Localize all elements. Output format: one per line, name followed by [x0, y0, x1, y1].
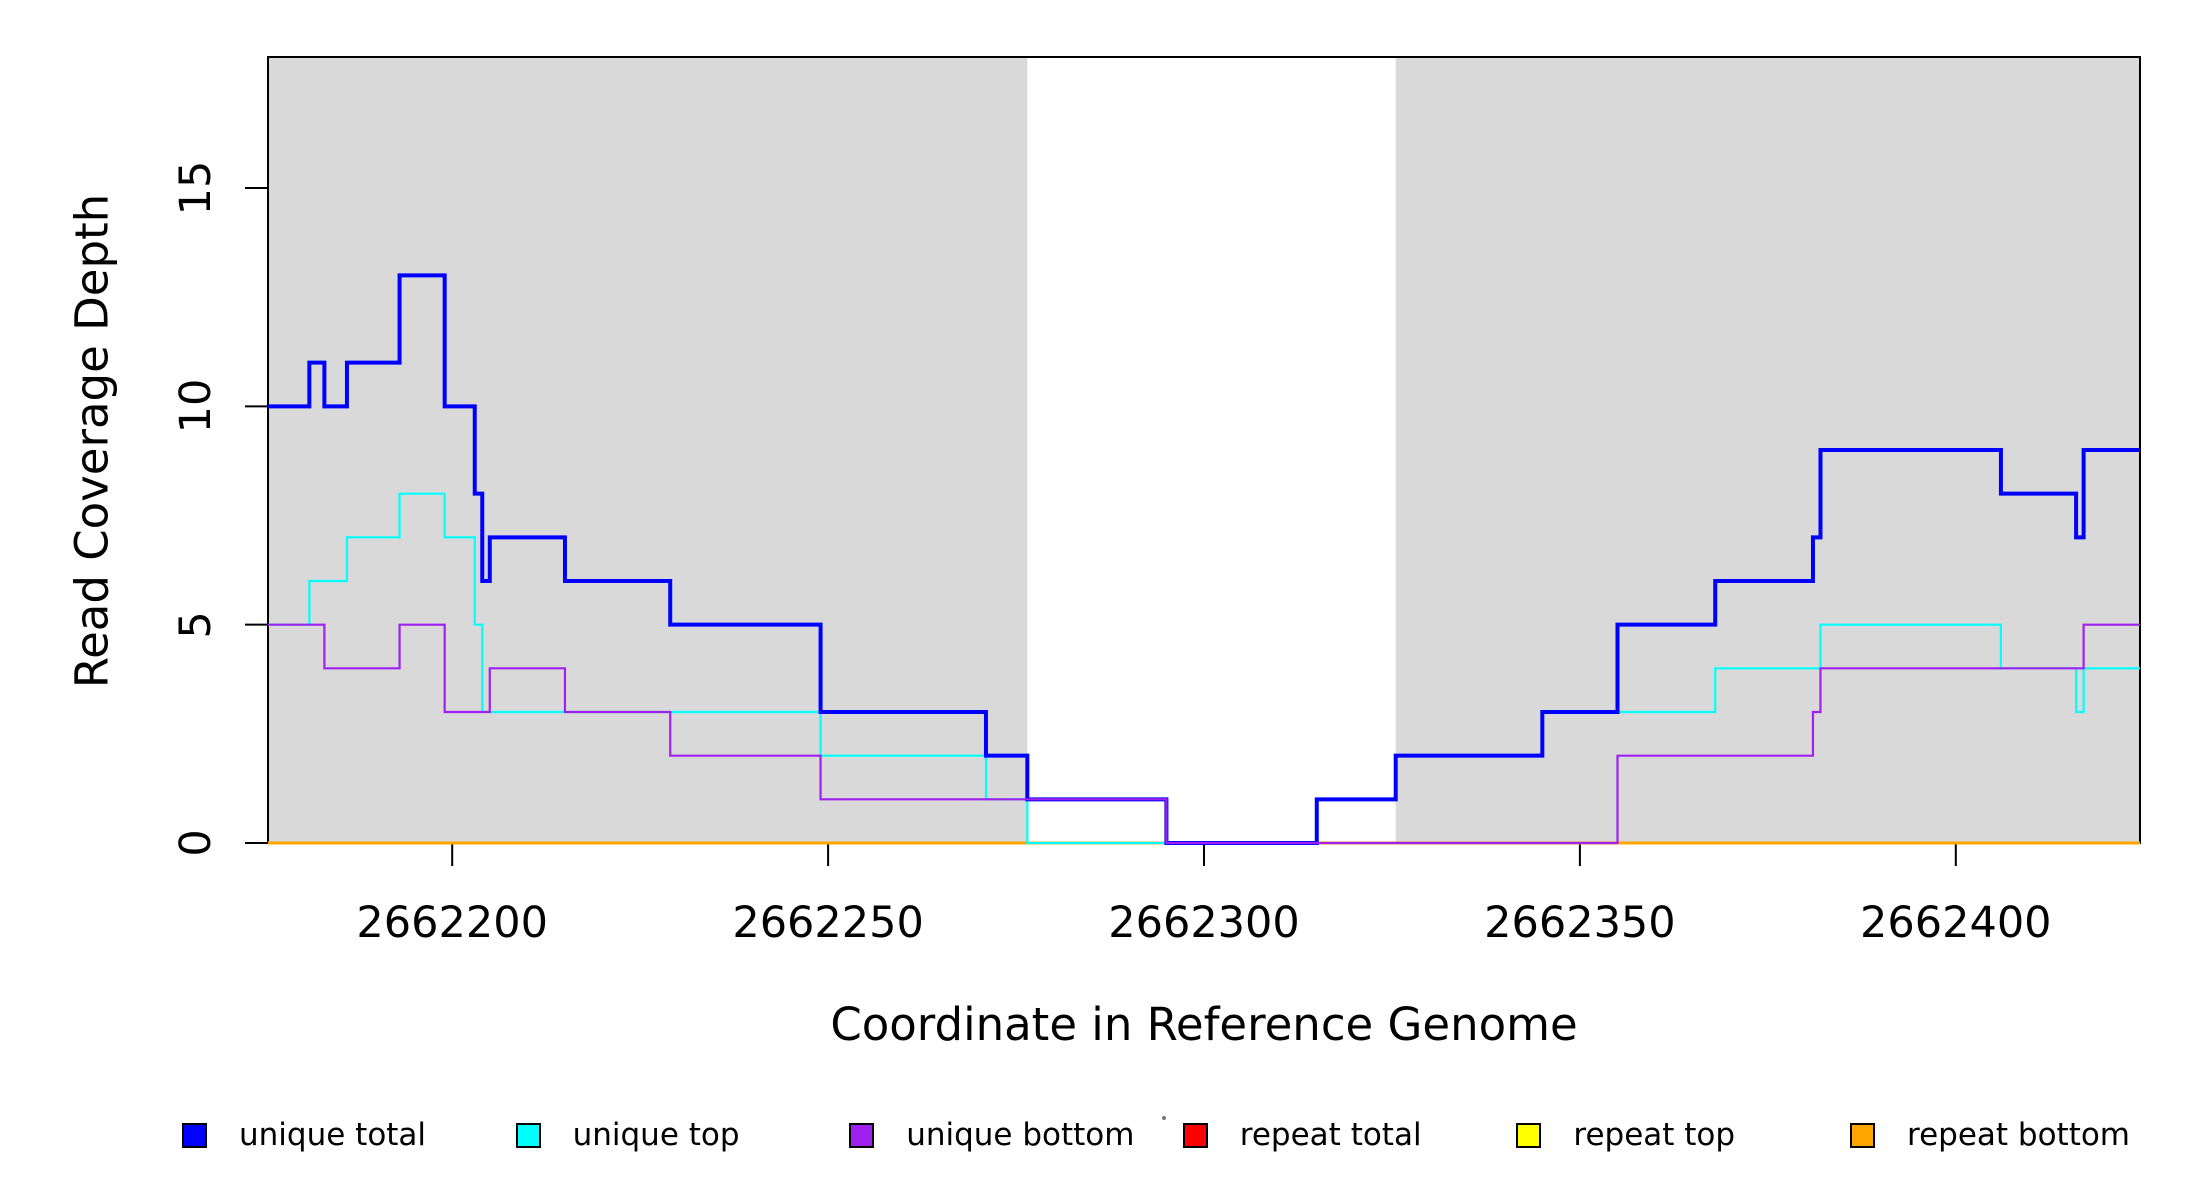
y-tick-label: 15: [171, 160, 221, 216]
legend-entry: unique bottom: [849, 1117, 1135, 1153]
legend-entry: repeat top: [1516, 1117, 1736, 1153]
legend-label: unique total: [239, 1117, 427, 1153]
legend-label: repeat top: [1573, 1117, 1736, 1153]
legend-entry: repeat bottom: [1850, 1117, 2131, 1153]
flanking-region-band: [268, 57, 1028, 843]
y-tick-label: 5: [171, 610, 221, 639]
series-unique-top: [268, 492, 2140, 845]
x-axis-title: Coordinate in Reference Genome: [830, 998, 1578, 1051]
x-tick-label: 2662300: [1108, 898, 1300, 948]
legend-swatch-icon: [1850, 1122, 1875, 1148]
stray-dot-artifact: [1162, 1116, 1166, 1120]
legend-swatch-icon: [182, 1122, 207, 1148]
y-tick-label: 10: [171, 378, 221, 434]
legend-swatch-icon: [1182, 1122, 1208, 1148]
y-axis-title: Read Coverage Depth: [65, 193, 119, 689]
flanking-region-band: [1395, 57, 2140, 843]
legend-entry: repeat total: [1182, 1117, 1422, 1153]
x-tick-label: 2662350: [1484, 898, 1676, 948]
legend-swatch-icon: [515, 1122, 541, 1148]
legend-label: repeat bottom: [1907, 1117, 2131, 1153]
y-tick-label: 0: [171, 829, 221, 857]
legend-label: unique top: [572, 1117, 740, 1153]
legend-entry: unique top: [515, 1117, 740, 1153]
x-tick-label: 2662400: [1860, 898, 2052, 948]
x-tick-label: 2662250: [732, 898, 924, 948]
x-tick-label: 2662200: [356, 898, 548, 948]
legend-swatch-icon: [849, 1122, 875, 1148]
legend-swatch-icon: [1516, 1122, 1542, 1148]
legend-label: unique bottom: [906, 1117, 1135, 1153]
series-unique-total: [268, 273, 2140, 845]
series-unique-bottom: [268, 623, 2140, 845]
legend-entry: unique total: [182, 1117, 427, 1153]
legend-label: repeat total: [1239, 1117, 1422, 1153]
